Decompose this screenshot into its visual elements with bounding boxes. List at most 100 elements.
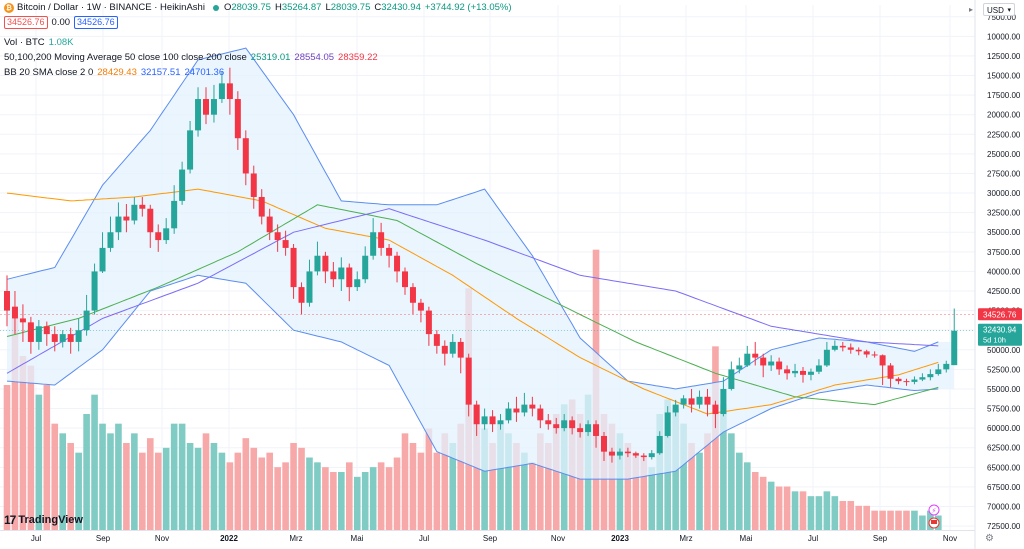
candle-body bbox=[847, 347, 854, 350]
time-tick-label: Mrz bbox=[289, 534, 302, 543]
candle-body bbox=[863, 351, 870, 355]
candle-body bbox=[234, 99, 241, 139]
ma200-line bbox=[6, 208, 939, 374]
candle-body bbox=[871, 354, 878, 356]
candle-body bbox=[187, 130, 194, 170]
volume-bar bbox=[393, 457, 401, 530]
candle-body bbox=[409, 287, 416, 303]
candle-body bbox=[322, 255, 329, 272]
candle-body bbox=[919, 377, 926, 380]
price-tick-label: 67500.00 bbox=[987, 483, 1021, 492]
volume-bar bbox=[242, 438, 250, 530]
price-tick-label: 55000.00 bbox=[987, 385, 1021, 394]
candle-body bbox=[553, 424, 560, 429]
last-price-tag bbox=[978, 308, 1022, 321]
volume-bar bbox=[274, 467, 281, 530]
candle-body bbox=[274, 232, 281, 241]
chevron-down-icon: ▾ bbox=[1007, 7, 1011, 14]
candle-body bbox=[210, 99, 217, 115]
candle-body bbox=[569, 420, 576, 429]
candle-body bbox=[338, 267, 345, 280]
volume-bar bbox=[624, 443, 632, 530]
volume-bar bbox=[314, 462, 321, 530]
candle-body bbox=[11, 306, 18, 319]
candle-body bbox=[624, 451, 631, 454]
volume-bar bbox=[903, 510, 910, 530]
candle-body bbox=[139, 204, 146, 209]
volume-bar bbox=[338, 472, 345, 530]
volume-bar bbox=[728, 433, 735, 530]
volume-bar bbox=[720, 404, 727, 530]
candle-body bbox=[728, 369, 735, 389]
price-tick-label: 20000.00 bbox=[987, 111, 1021, 120]
volume-bar bbox=[839, 501, 847, 530]
candle-body bbox=[346, 267, 353, 288]
candle-body bbox=[601, 435, 607, 452]
volume-bar bbox=[322, 467, 329, 530]
lightning-glyph: ⚡ bbox=[932, 507, 937, 515]
collapse-icon[interactable]: ▸ bbox=[969, 5, 974, 14]
currency-selector[interactable]: USD ▾ bbox=[983, 3, 1015, 16]
candle-body bbox=[656, 435, 663, 454]
volume-bar bbox=[449, 443, 457, 530]
candle-body bbox=[887, 365, 894, 379]
lightning-icon bbox=[928, 504, 940, 516]
tradingview-logo[interactable]: 17 TradingView bbox=[4, 513, 83, 527]
volume-bar bbox=[282, 462, 289, 530]
gear-icon[interactable]: ⚙ bbox=[985, 533, 994, 544]
candle-body bbox=[147, 208, 154, 233]
volume-bar bbox=[823, 491, 831, 530]
candle-body bbox=[4, 291, 10, 311]
candle-body bbox=[226, 83, 233, 100]
volume-bar bbox=[99, 423, 106, 530]
volume-bar bbox=[799, 491, 807, 530]
candle-body bbox=[545, 420, 552, 425]
volume-bar bbox=[911, 510, 918, 530]
candle-body bbox=[776, 361, 783, 370]
volume-bar bbox=[290, 443, 297, 530]
price-tick-label: 12500.00 bbox=[987, 52, 1021, 61]
candle-body bbox=[27, 322, 34, 342]
volume-bar bbox=[441, 433, 449, 530]
candle-body bbox=[807, 371, 814, 375]
time-tick-label: Jul bbox=[419, 534, 429, 543]
price-tick-label: 7500.00 bbox=[987, 13, 1016, 22]
volume-bar bbox=[831, 496, 839, 530]
volume-bar bbox=[887, 510, 894, 530]
volume-bar bbox=[178, 423, 186, 530]
candle-body bbox=[155, 232, 162, 241]
time-tick-label: Nov bbox=[943, 534, 957, 543]
price-tick-label: 17500.00 bbox=[987, 91, 1021, 100]
currency-label: USD bbox=[987, 6, 1004, 15]
logo-text: TradingView bbox=[18, 514, 83, 526]
volume-bar bbox=[131, 433, 138, 530]
candle-body bbox=[632, 453, 639, 456]
time-tick-label: Sep bbox=[873, 534, 888, 543]
candle-body bbox=[505, 408, 512, 421]
candle-body bbox=[107, 232, 114, 248]
candle-body bbox=[402, 271, 408, 288]
volume-bar bbox=[481, 428, 488, 530]
volume-bar bbox=[791, 491, 799, 530]
volume-bar bbox=[783, 486, 791, 530]
candles bbox=[4, 67, 958, 463]
price-tick-label: 57500.00 bbox=[987, 405, 1021, 414]
volume-bar bbox=[27, 365, 35, 530]
volume-bar bbox=[218, 452, 226, 530]
price-tick-label: 30000.00 bbox=[987, 189, 1021, 198]
tradingview-icon: 17 bbox=[4, 513, 16, 527]
price-tick-label: 60000.00 bbox=[987, 424, 1021, 433]
candle-body bbox=[290, 247, 297, 288]
candle-body bbox=[314, 255, 321, 272]
volume-bar bbox=[505, 433, 512, 530]
volume-bar bbox=[847, 501, 855, 530]
bb-fill bbox=[7, 48, 955, 480]
candle-body bbox=[664, 412, 671, 436]
volume-bar bbox=[186, 443, 194, 530]
candle-body bbox=[696, 396, 703, 405]
volume-bar bbox=[162, 447, 170, 530]
volume-bar bbox=[91, 394, 98, 530]
ma50-line bbox=[6, 204, 939, 406]
